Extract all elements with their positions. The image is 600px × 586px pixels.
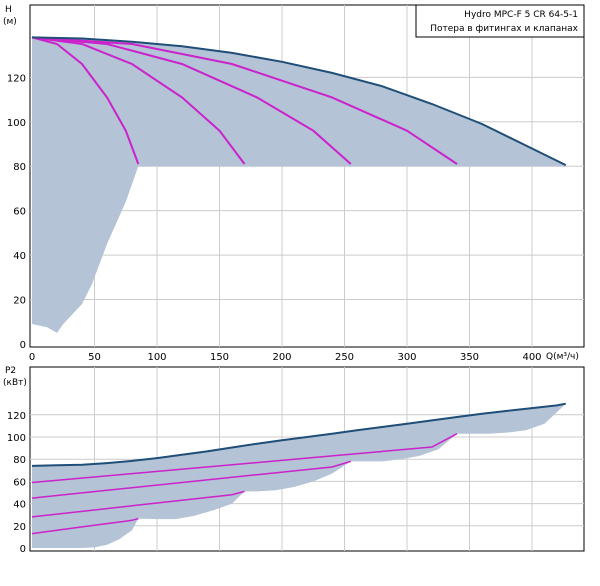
head-envelope-curve	[31, 36, 567, 166]
head-y-tick-label: 80	[13, 162, 26, 173]
power-y-tick-label: 80	[13, 455, 26, 466]
power-plot-lines	[31, 402, 566, 535]
power-pump-curve-2	[31, 490, 245, 518]
head-pump-curve-2	[31, 36, 246, 165]
power-y-tick-label: 60	[13, 477, 26, 488]
head-x-tick-label: 0	[29, 352, 35, 363]
head-x-tick-label: 50	[88, 352, 101, 363]
head-axis-unit: (м)	[3, 17, 17, 27]
head-pump-curve-4	[31, 36, 458, 165]
head-y-tick-label: 100	[7, 118, 26, 129]
head-pump-curve-1	[31, 36, 140, 165]
power-axis-unit: (кВт)	[3, 378, 27, 388]
power-axis-label: P2	[5, 366, 16, 376]
power-y-tick-label: 120	[7, 411, 26, 422]
power-y-tick-label: 100	[7, 433, 26, 444]
head-x-tick-label: 300	[397, 352, 416, 363]
head-x-tick-label: 150	[210, 352, 229, 363]
power-y-tick-label: 40	[13, 500, 26, 511]
power-plot-area	[32, 403, 566, 548]
head-y-tick-label: 20	[13, 296, 26, 307]
power-operating-region	[32, 403, 566, 548]
head-y-tick-label: 40	[13, 251, 26, 262]
head-x-tick-label: 200	[272, 352, 291, 363]
head-plot-area	[32, 37, 566, 333]
power-y-tick-label: 20	[13, 522, 26, 533]
head-pump-curve-3	[31, 36, 352, 165]
head-plot-ticks: 0 20 40 60 80 100 120 0 50 100 150 200 250 300 350 400	[7, 73, 542, 363]
head-operating-region	[32, 37, 566, 333]
power-y-tick-label: 0	[20, 544, 26, 555]
head-x-tick-label: 400	[522, 352, 541, 363]
power-envelope-curve	[31, 402, 566, 467]
head-plot-lines	[31, 36, 567, 166]
head-y-tick-label: 0	[20, 340, 26, 351]
head-y-tick-label: 120	[7, 73, 26, 84]
power-plot-ticks: 0 20 40 60 80 100 120	[7, 411, 26, 555]
power-pump-curve-1	[31, 517, 139, 535]
head-x-tick-label: 250	[335, 352, 354, 363]
head-y-tick-label: 60	[13, 207, 26, 218]
legend-subtitle: Потера в фитингах и клапанах	[430, 24, 578, 34]
head-x-tick-label: 100	[147, 352, 166, 363]
head-axis-label: H	[5, 5, 12, 15]
power-pump-curve-4	[31, 433, 458, 484]
legend-title: Hydro MPC-F 5 CR 64-5-1	[464, 10, 578, 20]
legend-box	[415, 4, 585, 38]
flow-axis-label: Q(м³/ч)	[546, 352, 579, 362]
head-x-tick-label: 350	[460, 352, 479, 363]
power-pump-curve-3	[31, 460, 352, 499]
